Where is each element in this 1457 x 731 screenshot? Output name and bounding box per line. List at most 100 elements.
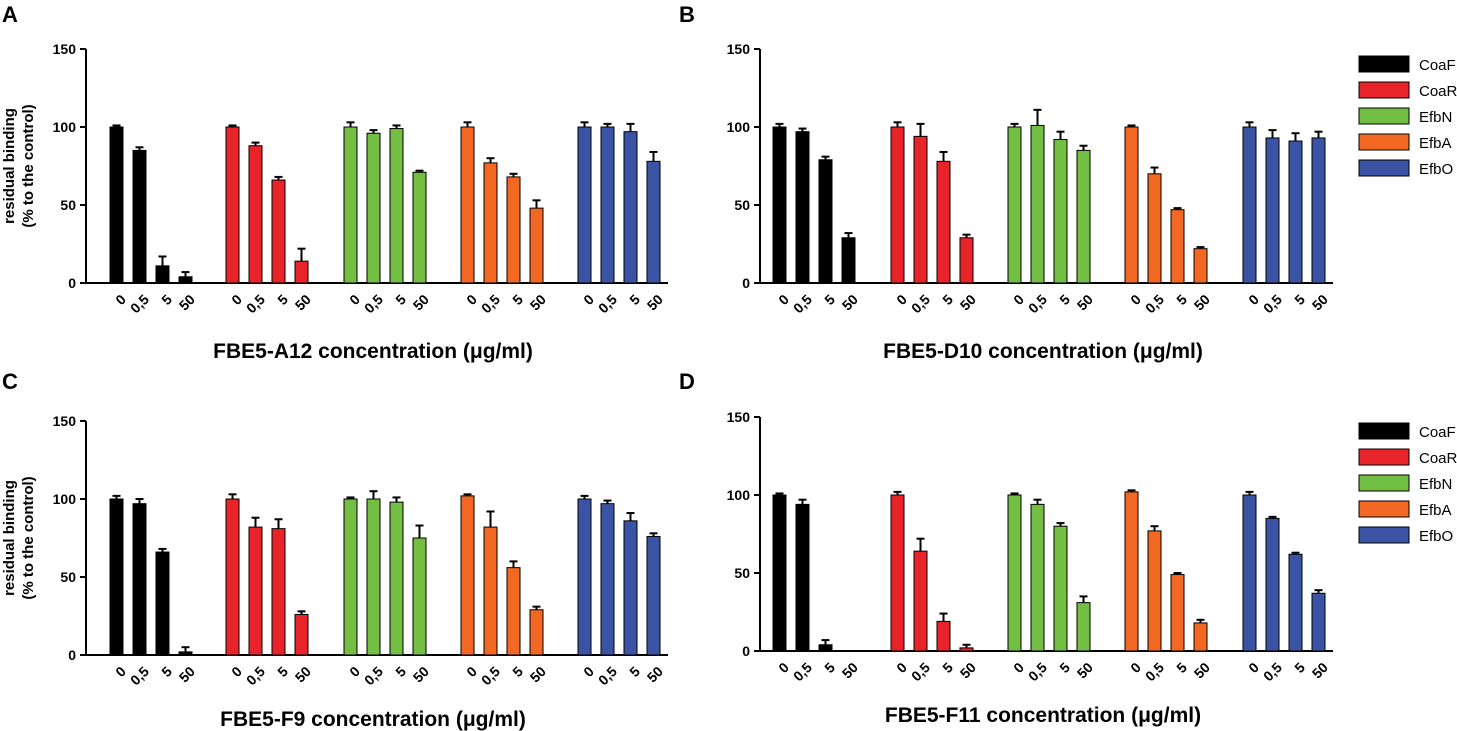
bar	[936, 160, 951, 284]
bar	[225, 126, 240, 284]
bar	[343, 126, 358, 284]
y-tick-label: 0	[742, 643, 750, 659]
x-tick-label: 50	[410, 291, 432, 313]
x-tick-label: 0,5	[595, 663, 620, 688]
bar	[818, 644, 833, 652]
y-tick-label: 100	[727, 487, 751, 503]
bar	[1242, 494, 1257, 652]
x-tick-label: 50	[1074, 291, 1096, 313]
x-tick-label: 50	[957, 291, 979, 313]
legend-swatch	[1358, 526, 1410, 544]
bar	[155, 265, 170, 284]
y-tick-label: 0	[68, 647, 76, 663]
x-tick-label: 50	[1074, 659, 1096, 681]
x-tick-label: 0,5	[790, 659, 815, 684]
y-tick-label: 150	[727, 41, 751, 57]
bar	[1076, 149, 1091, 284]
bar	[155, 551, 170, 656]
bar	[936, 620, 951, 652]
bar	[1147, 173, 1162, 284]
legend-swatch	[1358, 422, 1410, 440]
bar	[132, 149, 147, 284]
x-tick-label: 50	[839, 659, 861, 681]
x-tick-label: 5	[821, 659, 838, 676]
y-axis-label: residual binding	[1, 480, 18, 596]
x-tick-label: 50	[410, 663, 432, 685]
bar	[1288, 140, 1303, 284]
y-axis-label: (% to the control)	[20, 104, 37, 227]
bar	[1007, 126, 1022, 284]
legend-bottom: CoaF CoaR0 EfbN EfbA EfbO	[1358, 422, 1457, 545]
bar	[1193, 622, 1208, 652]
bar	[294, 613, 309, 656]
y-tick-label: 0	[742, 275, 750, 291]
bar	[506, 567, 521, 656]
bar	[178, 651, 193, 656]
bar	[1311, 137, 1326, 284]
bar	[913, 135, 928, 284]
bar	[529, 609, 544, 656]
legend-label: EfbN	[1419, 476, 1452, 493]
x-tick-label: 5	[626, 291, 643, 308]
x-axis-label: FBE5-A12 concentration (μg/ml)	[213, 340, 533, 363]
x-axis-label: FBE5-F11 concentration (μg/ml)	[885, 704, 1201, 727]
y-axis-label: residual binding	[1, 108, 18, 224]
bar	[600, 126, 615, 284]
bar	[529, 207, 544, 284]
bar	[795, 503, 810, 652]
x-tick-label: 5	[1291, 291, 1308, 308]
bar	[1242, 126, 1257, 284]
x-axis-label: FBE5-D10 concentration (μg/ml)	[883, 340, 1203, 363]
legend-label: EfbN	[1419, 109, 1452, 126]
bar	[959, 237, 974, 284]
bar	[600, 503, 615, 656]
bar	[483, 526, 498, 656]
bar	[1265, 137, 1280, 284]
bar	[841, 237, 856, 284]
panel-c: C 0 50 100 150 residual binding (% to the cont…	[1, 369, 668, 731]
bar	[577, 126, 592, 284]
legend-swatch	[1358, 81, 1410, 99]
x-tick-label: 5	[274, 291, 291, 308]
legend-swatch	[1358, 107, 1410, 125]
x-tick-label: 5	[1173, 291, 1190, 308]
x-tick-label: 0,5	[361, 291, 386, 316]
legend-swatch	[1358, 55, 1410, 73]
x-tick-label: 50	[1309, 291, 1331, 313]
legend-label: EfbA	[1419, 502, 1452, 519]
x-tick-label: 50	[292, 663, 314, 685]
bar	[1053, 525, 1068, 652]
bar	[772, 494, 787, 652]
bar	[646, 160, 661, 284]
x-tick-label: 50	[644, 291, 666, 313]
bar	[109, 498, 124, 656]
x-tick-label: 50	[176, 663, 198, 685]
x-tick-label: 0,5	[908, 659, 933, 684]
x-tick-label: 0,5	[127, 663, 152, 688]
bar	[623, 131, 638, 284]
bar	[294, 260, 309, 284]
x-tick-label: 0,5	[243, 663, 268, 688]
bar	[366, 498, 381, 656]
legend-top: CoaF CoaR0 EfbN EfbA EfbO	[1358, 55, 1457, 178]
x-tick-label: 50	[839, 291, 861, 313]
legend-label: CoaF	[1419, 57, 1456, 74]
bar	[890, 126, 905, 284]
y-tick-label: 100	[53, 119, 77, 135]
x-tick-label: 5	[939, 291, 956, 308]
x-tick-label: 0,5	[908, 291, 933, 316]
x-tick-label: 5	[939, 659, 956, 676]
bar	[1030, 124, 1045, 284]
y-axis-label: (% to the control)	[20, 476, 37, 599]
panel-letter: C	[2, 369, 18, 394]
bar	[646, 535, 661, 656]
x-tick-label: 5	[1056, 659, 1073, 676]
panel-letter: B	[679, 2, 695, 27]
bar	[271, 179, 286, 284]
x-tick-label: 5	[509, 291, 526, 308]
legend-label: EfbO	[1419, 161, 1453, 178]
bar	[412, 537, 427, 656]
bar	[1288, 553, 1303, 652]
bar	[577, 498, 592, 656]
